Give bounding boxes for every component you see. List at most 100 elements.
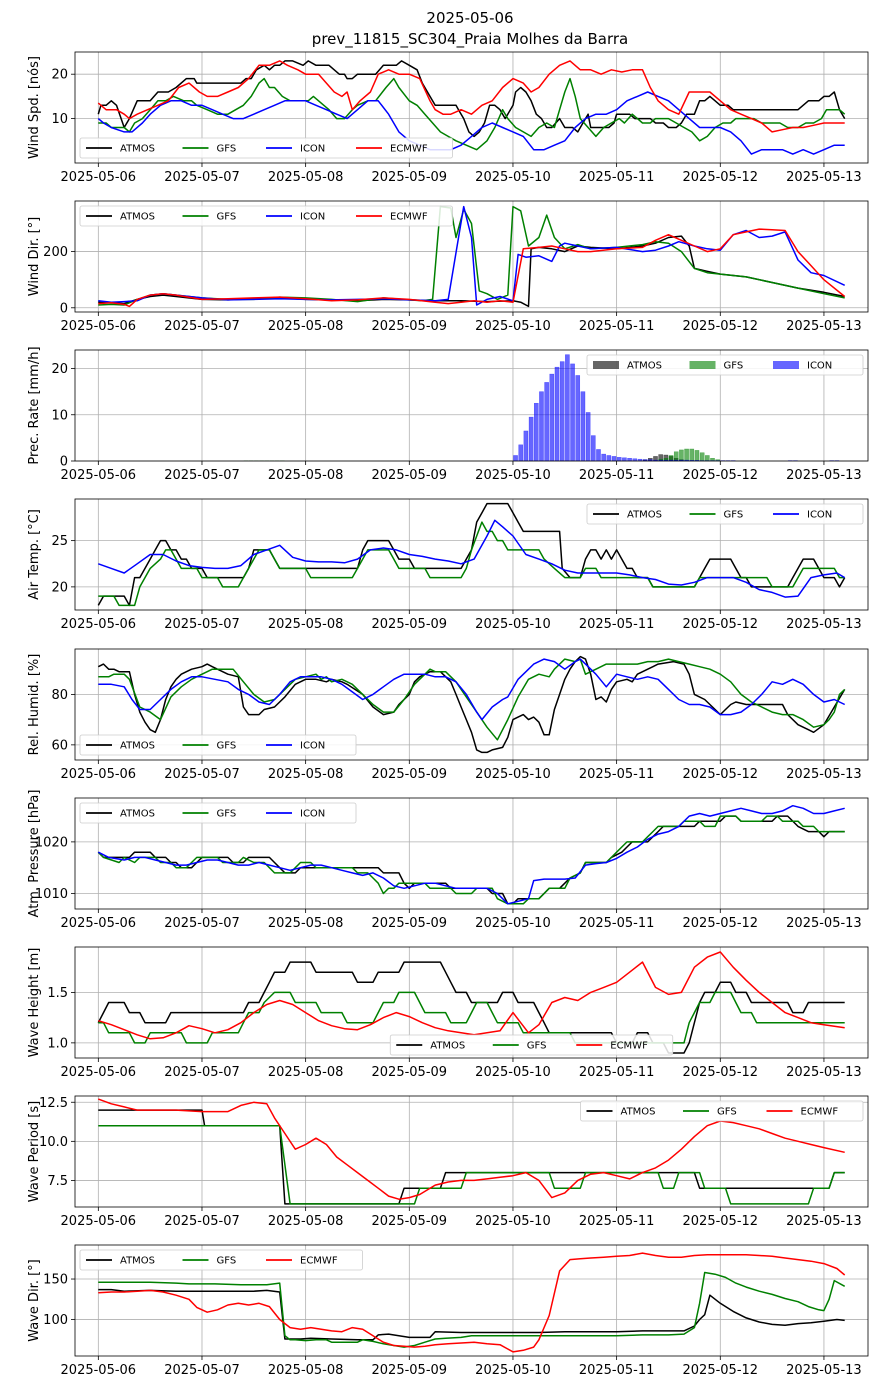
atm-pressure-ytick-label-1: 1020 — [35, 835, 68, 850]
precipitation-xtick-label-2: 2025-05-08 — [268, 468, 344, 483]
atm-pressure-xtick-label-7: 2025-05-13 — [786, 916, 862, 931]
precipitation-bar-icon-8 — [554, 366, 560, 461]
precipitation-bar-icon-30 — [668, 459, 674, 461]
wave-height-xtick-label-7: 2025-05-13 — [786, 1065, 862, 1080]
wave-period-xtick-label-6: 2025-05-12 — [683, 1214, 759, 1229]
wind-direction-legend-label-atmos: ATMOS — [120, 212, 155, 223]
relative-humidity-xtick-label-5: 2025-05-11 — [579, 767, 655, 782]
wind-direction-xtick-label-6: 2025-05-12 — [683, 319, 759, 334]
wave-period-xtick-label-7: 2025-05-13 — [786, 1214, 862, 1229]
wave-period-series-group — [98, 1098, 845, 1205]
wave-direction-xtick-label-3: 2025-05-09 — [372, 1363, 448, 1378]
wind-direction-series-group — [98, 205, 846, 308]
wind-speed-legend-label-icon: ICON — [300, 144, 325, 155]
air-temperature-series-group — [97, 502, 846, 607]
wave-direction-line-atmos — [98, 1288, 845, 1341]
precipitation-bar-icon-4 — [534, 402, 539, 461]
precipitation-bar-icon-12 — [575, 375, 581, 461]
relative-humidity-legend: ATMOS GFS ICON — [79, 734, 357, 756]
wave-direction-ytick-label-0: 100 — [43, 1313, 68, 1328]
precipitation-bar-gfs-18 — [710, 458, 715, 461]
atm-pressure-legend: ATMOS GFS ICON — [79, 802, 357, 824]
wave-period-xtick-label-0: 2025-05-06 — [61, 1214, 137, 1229]
wave-height-xtick-label-5: 2025-05-11 — [579, 1065, 655, 1080]
wave-direction-xtick-label-5: 2025-05-11 — [579, 1363, 655, 1378]
air-temperature-legend-box — [586, 503, 864, 525]
wave-height-legend-label-ecmwf: ECMWF — [610, 1041, 648, 1052]
wave-period-line-gfs — [98, 1124, 845, 1205]
relative-humidity-series-group — [97, 655, 846, 754]
wave-direction-ylabel: Wave Dir. [°] — [27, 1259, 42, 1342]
precipitation-bar-gfs-16 — [699, 452, 705, 461]
precipitation-bar-icon-6 — [544, 382, 549, 461]
wave-height-legend-box — [389, 1034, 674, 1056]
wave-height-xtick-label-4: 2025-05-10 — [475, 1065, 551, 1080]
atm-pressure-xtick-label-3: 2025-05-09 — [372, 916, 448, 931]
precipitation-ytick-label-2: 20 — [51, 362, 68, 377]
relative-humidity-xtick-label-4: 2025-05-10 — [475, 767, 551, 782]
air-temperature-ytick-label-0: 20 — [51, 580, 68, 595]
panel-wave-height: 2025-05-06 2025-05-07 2025-05-08 2025-05-09… — [27, 946, 869, 1080]
atm-pressure-xtick-label-5: 2025-05-11 — [579, 916, 655, 931]
wave-direction-series-group — [98, 1252, 846, 1353]
wind-speed-ytick-label-0: 10 — [51, 112, 68, 127]
precipitation-bar-icon-2 — [523, 430, 529, 461]
precipitation-bar-icon-18 — [606, 455, 612, 461]
wind-speed-xtick-label-2: 2025-05-08 — [268, 170, 344, 185]
figure-title: 2025-05-06 — [426, 9, 513, 27]
atm-pressure-legend-label-icon: ICON — [300, 809, 325, 820]
wind-speed-xtick-label-4: 2025-05-10 — [475, 170, 551, 185]
precipitation-legend: ATMOS GFS ICON — [586, 354, 864, 376]
wave-height-legend-label-gfs: GFS — [527, 1041, 547, 1052]
wave-height-xtick-label-6: 2025-05-12 — [683, 1065, 759, 1080]
wave-period-ytick-label-1: 10.0 — [39, 1135, 68, 1150]
precipitation-ytick-label-0: 0 — [60, 455, 68, 470]
wave-height-ytick-label-0: 1.0 — [47, 1036, 68, 1051]
wave-height-ytick-label-1: 1.5 — [47, 986, 68, 1001]
wind-speed-xtick-label-1: 2025-05-07 — [164, 170, 240, 185]
wave-direction-line-ecmwf — [98, 1252, 846, 1353]
relative-humidity-ylabel: Rel. Humid. [%] — [27, 654, 42, 756]
atm-pressure-legend-label-atmos: ATMOS — [120, 809, 155, 820]
precipitation-bar-icon-23 — [632, 458, 638, 461]
relative-humidity-xtick-label-1: 2025-05-07 — [164, 767, 240, 782]
wind-speed-series-group — [97, 60, 846, 155]
wind-direction-xtick-label-1: 2025-05-07 — [164, 319, 240, 334]
precipitation-bar-icon-9 — [559, 361, 565, 461]
air-temperature-xtick-label-6: 2025-05-12 — [683, 617, 759, 632]
wave-period-legend-label-ecmwf: ECMWF — [801, 1107, 839, 1118]
precipitation-bar-icon-21 — [622, 457, 627, 461]
relative-humidity-xtick-label-0: 2025-05-06 — [61, 767, 137, 782]
relative-humidity-ytick-label-1: 80 — [51, 688, 68, 703]
precipitation-legend-swatch-icon — [773, 361, 799, 369]
wind-speed-ytick-label-1: 20 — [51, 68, 68, 83]
wind-speed-legend-label-atmos: ATMOS — [120, 144, 155, 155]
air-temperature-ylabel: Air Temp. [°C] — [27, 509, 42, 600]
atm-pressure-frame — [74, 797, 869, 910]
wind-direction-legend-label-gfs: GFS — [217, 212, 237, 223]
relative-humidity-legend-label-atmos: ATMOS — [120, 741, 155, 752]
wind-direction-ytick-label-0: 0 — [60, 301, 68, 316]
wave-direction-ytick-label-1: 150 — [43, 1273, 68, 1288]
air-temperature-xtick-label-3: 2025-05-09 — [372, 617, 448, 632]
wind-speed-legend-label-ecmwf: ECMWF — [390, 144, 428, 155]
panel-wind-speed: 2025-05-06 2025-05-07 2025-05-08 2025-05-09… — [27, 51, 869, 185]
precipitation-frame — [74, 349, 869, 462]
figure-subtitle: prev_11815_SC304_Praia Molhes da Barra — [312, 30, 628, 49]
atm-pressure-xtick-label-0: 2025-05-06 — [61, 916, 137, 931]
wind-direction-xtick-label-7: 2025-05-13 — [786, 319, 862, 334]
panel-wind-direction: 2025-05-06 2025-05-07 2025-05-08 2025-05-09… — [27, 200, 869, 334]
precipitation-xtick-label-7: 2025-05-13 — [786, 468, 862, 483]
relative-humidity-xtick-label-3: 2025-05-09 — [372, 767, 448, 782]
precipitation-bar-gfs-15 — [694, 450, 700, 461]
wind-direction-line-ecmwf — [98, 228, 846, 308]
wave-direction-legend-box — [79, 1249, 363, 1271]
relative-humidity-legend-box — [79, 734, 357, 756]
atm-pressure-xtick-label-1: 2025-05-07 — [164, 916, 240, 931]
atm-pressure-series-group — [97, 804, 845, 905]
wind-direction-xtick-label-5: 2025-05-11 — [579, 319, 655, 334]
atm-pressure-line-icon — [97, 804, 845, 905]
precipitation-bar-icon-17 — [601, 453, 606, 461]
wave-height-legend-label-atmos: ATMOS — [430, 1041, 465, 1052]
